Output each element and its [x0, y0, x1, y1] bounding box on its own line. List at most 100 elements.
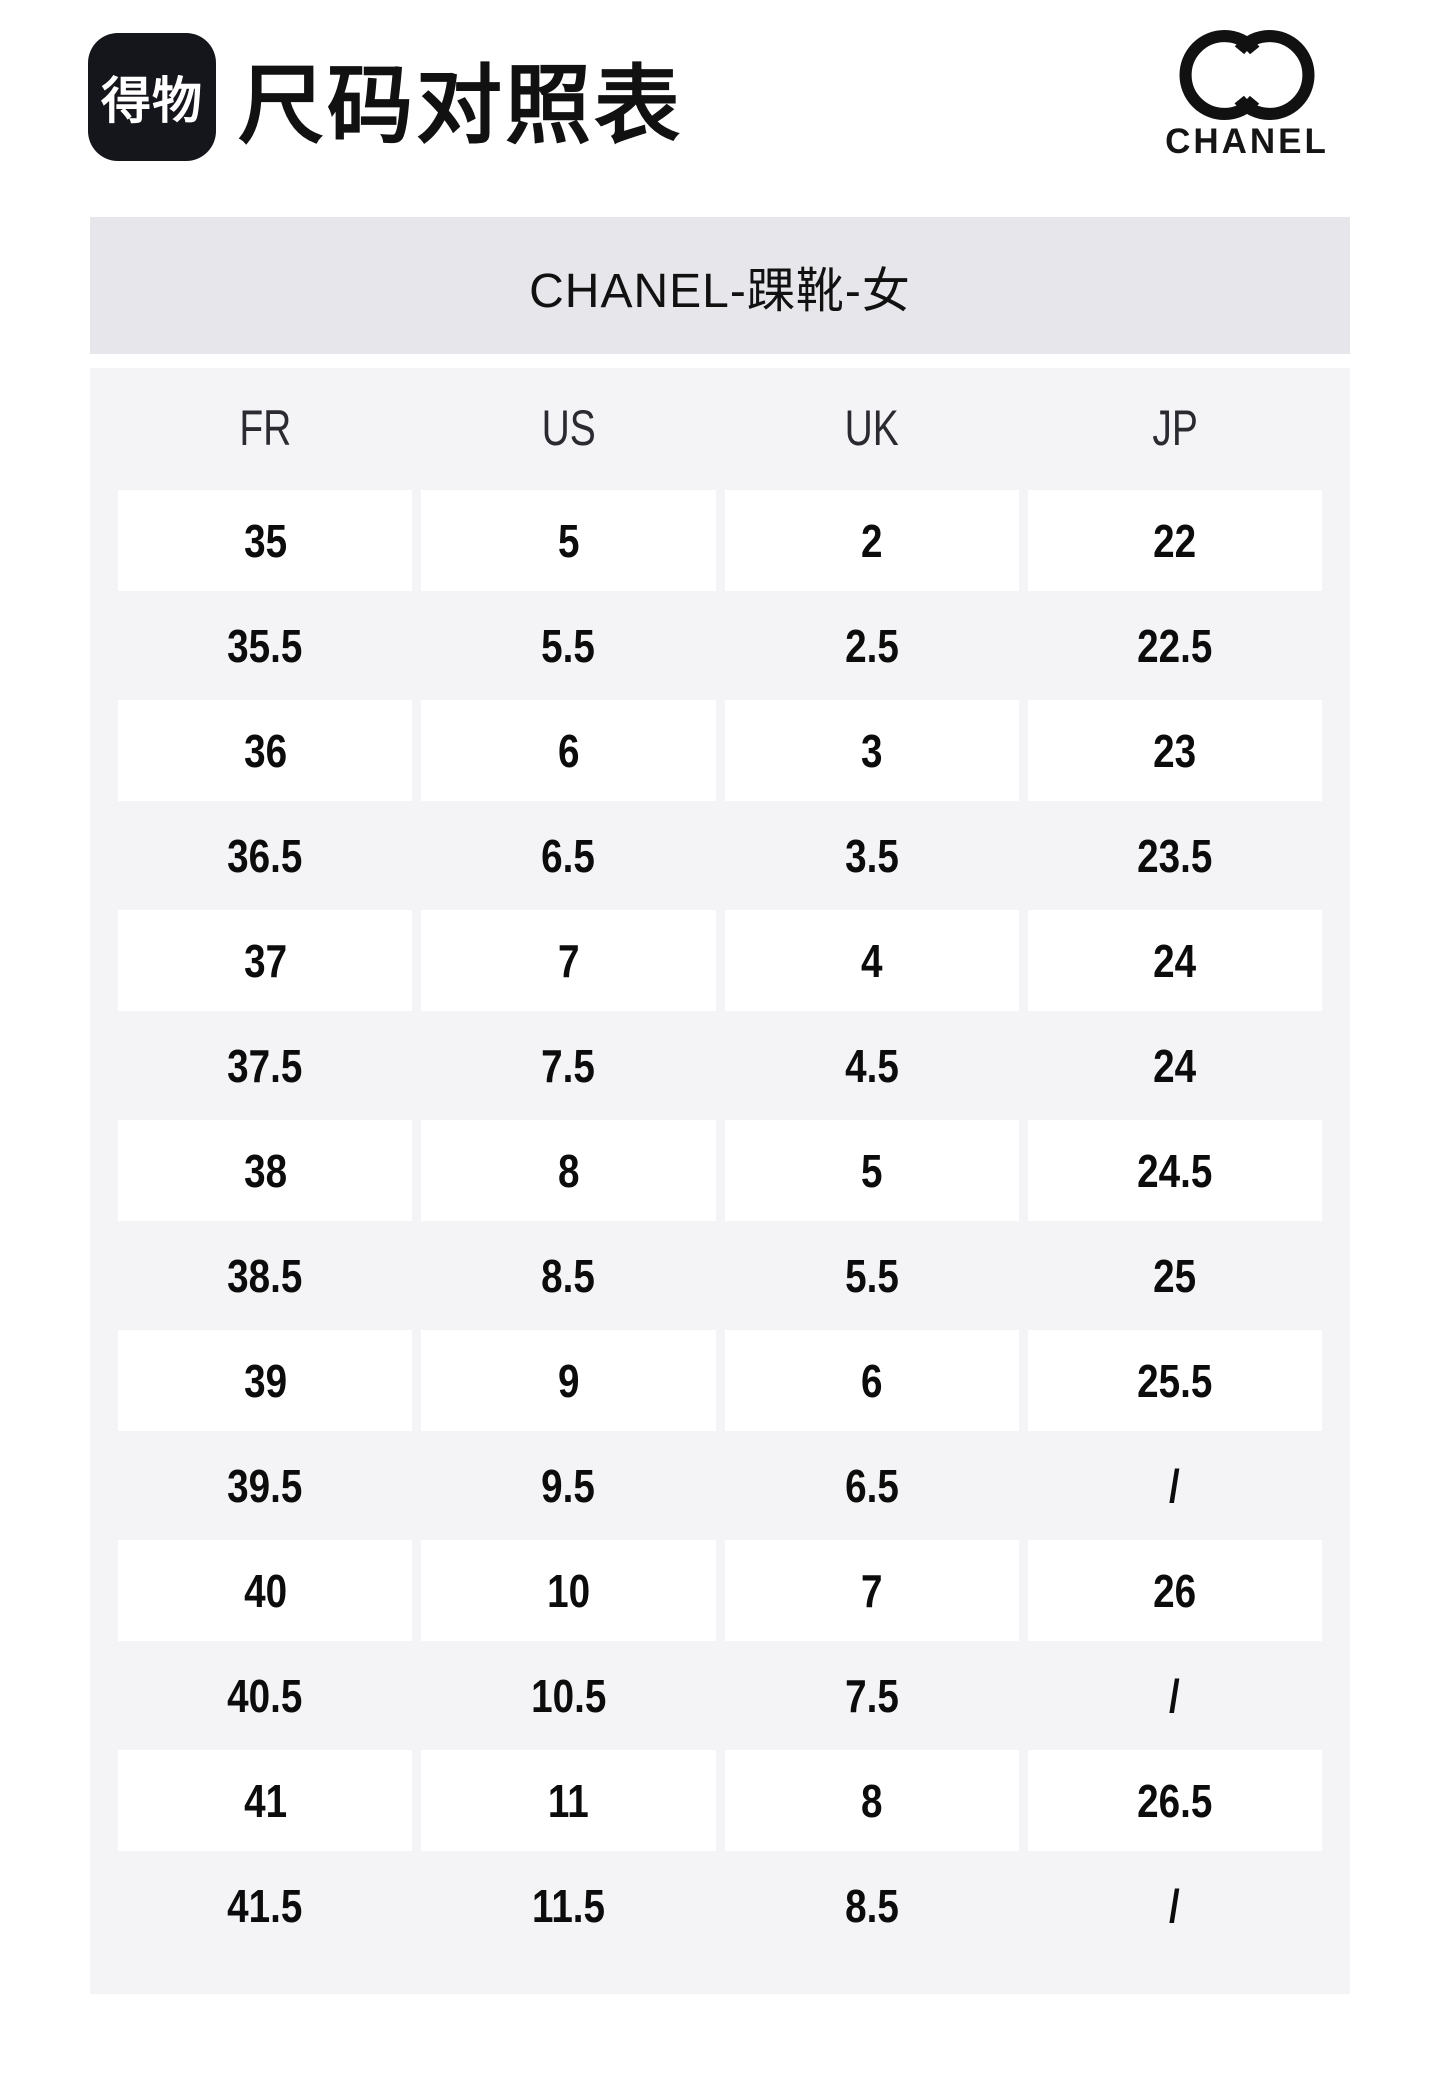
size-cell: 8	[421, 1120, 716, 1221]
size-value: 40.5	[227, 1669, 303, 1722]
size-value: 8	[860, 1774, 883, 1827]
size-value: 23.5	[1137, 829, 1213, 882]
size-cell: 5.5	[725, 1223, 1019, 1328]
size-value: 10	[546, 1564, 590, 1617]
size-value: /	[1169, 1879, 1181, 1932]
size-value: 25.5	[1137, 1354, 1213, 1407]
table-row: 41.5 11.5 8.5 /	[118, 1853, 1322, 1958]
size-value: 4.5	[844, 1039, 899, 1092]
size-value: 40	[243, 1564, 287, 1617]
size-value: 11	[547, 1774, 589, 1827]
size-cell: 39	[118, 1330, 413, 1431]
size-value: 24	[1153, 934, 1197, 987]
dewu-logo-text: 得物	[101, 73, 203, 129]
table-row: 40.5 10.5 7.5 /	[118, 1643, 1322, 1748]
size-value: 41	[243, 1774, 287, 1827]
size-cell: 41.5	[118, 1853, 412, 1958]
size-value: 7.5	[844, 1669, 899, 1722]
table-row: 40 10 7 26	[118, 1538, 1322, 1643]
size-cell: 25	[1028, 1223, 1322, 1328]
table-row: 37.5 7.5 4.5 24	[118, 1013, 1322, 1118]
table-row: 35 5 2 22	[118, 488, 1322, 593]
size-cell: 26.5	[1027, 1750, 1322, 1851]
size-cell: 22	[1027, 490, 1322, 591]
size-cell: /	[1028, 1643, 1322, 1748]
interlocking-cc-icon	[1179, 30, 1315, 120]
page-title: 尺码对照表	[238, 57, 683, 154]
table-row: 36 6 3 23	[118, 698, 1322, 803]
size-cell: 2	[724, 490, 1019, 591]
size-value: 2.5	[844, 619, 899, 672]
table-body: 35 5 2 22 35.5 5.5 2.5 22.5 36 6 3 23 36.5 6.5 3.5 23.5…	[118, 488, 1322, 1958]
size-cell: 9.5	[421, 1433, 715, 1538]
size-cell: 37.5	[118, 1013, 412, 1118]
column-header-label: JP	[1152, 400, 1198, 456]
size-cell: 40	[118, 1540, 413, 1641]
size-value: 36.5	[227, 829, 303, 882]
size-value: 35.5	[227, 619, 303, 672]
size-value: 11.5	[531, 1879, 605, 1932]
size-cell: 35.5	[118, 593, 412, 698]
column-header-jp: JP	[1028, 368, 1322, 488]
size-value: 4	[860, 934, 883, 987]
size-cell: 25.5	[1027, 1330, 1322, 1431]
size-cell: 6.5	[725, 1433, 1019, 1538]
size-cell: /	[1028, 1853, 1322, 1958]
size-value: /	[1169, 1459, 1181, 1512]
size-value: 8	[557, 1144, 580, 1197]
size-cell: 9	[421, 1330, 716, 1431]
chanel-wordmark: CHANEL	[1165, 122, 1329, 161]
size-value: 3	[860, 724, 883, 777]
size-value: 5	[557, 514, 580, 567]
column-header-label: UK	[844, 400, 899, 456]
column-header-label: US	[541, 400, 596, 456]
table-row: 38 8 5 24.5	[118, 1118, 1322, 1223]
size-cell: 38	[118, 1120, 413, 1221]
size-cell: 2.5	[725, 593, 1019, 698]
size-cell: 36	[118, 700, 413, 801]
size-value: 5.5	[844, 1249, 899, 1302]
size-value: 36	[243, 724, 287, 777]
size-cell: 24	[1027, 910, 1322, 1011]
size-cell: 5	[724, 1120, 1019, 1221]
table-row: 41 11 8 26.5	[118, 1748, 1322, 1853]
size-value: 25	[1153, 1249, 1197, 1302]
size-cell: 24.5	[1027, 1120, 1322, 1221]
column-header-fr: FR	[118, 368, 412, 488]
size-value: 9.5	[541, 1459, 596, 1512]
size-value: 10.5	[530, 1669, 606, 1722]
app-header: 得物 尺码对照表	[88, 33, 683, 161]
size-cell: 6	[724, 1330, 1019, 1431]
column-header-us: US	[421, 368, 715, 488]
size-cell: 8	[724, 1750, 1019, 1851]
size-cell: /	[1028, 1433, 1322, 1538]
size-value: 8.5	[541, 1249, 596, 1302]
size-cell: 40.5	[118, 1643, 412, 1748]
table-row: 35.5 5.5 2.5 22.5	[118, 593, 1322, 698]
size-value: 6	[557, 724, 580, 777]
size-cell: 6.5	[421, 803, 715, 908]
size-value: 22	[1153, 514, 1197, 567]
table-row: 36.5 6.5 3.5 23.5	[118, 803, 1322, 908]
size-cell: 41	[118, 1750, 413, 1851]
size-value: 39.5	[227, 1459, 303, 1512]
size-value: 26	[1153, 1564, 1197, 1617]
size-cell: 37	[118, 910, 413, 1011]
column-header-label: FR	[239, 400, 292, 456]
size-value: 8.5	[844, 1879, 899, 1932]
size-cell: 23.5	[1028, 803, 1322, 908]
category-banner-title: CHANEL-踝靴-女	[529, 264, 911, 318]
size-value: 3.5	[844, 829, 899, 882]
size-cell: 11.5	[421, 1853, 715, 1958]
size-value: 9	[557, 1354, 580, 1407]
size-value: 39	[243, 1354, 287, 1407]
size-cell: 7.5	[421, 1013, 715, 1118]
size-value: 35	[243, 514, 287, 567]
size-cell: 35	[118, 490, 413, 591]
size-value: 5.5	[541, 619, 596, 672]
size-cell: 7	[421, 910, 716, 1011]
size-value: 38.5	[227, 1249, 303, 1302]
size-cell: 39.5	[118, 1433, 412, 1538]
size-value: 22.5	[1137, 619, 1213, 672]
table-row: 39.5 9.5 6.5 /	[118, 1433, 1322, 1538]
